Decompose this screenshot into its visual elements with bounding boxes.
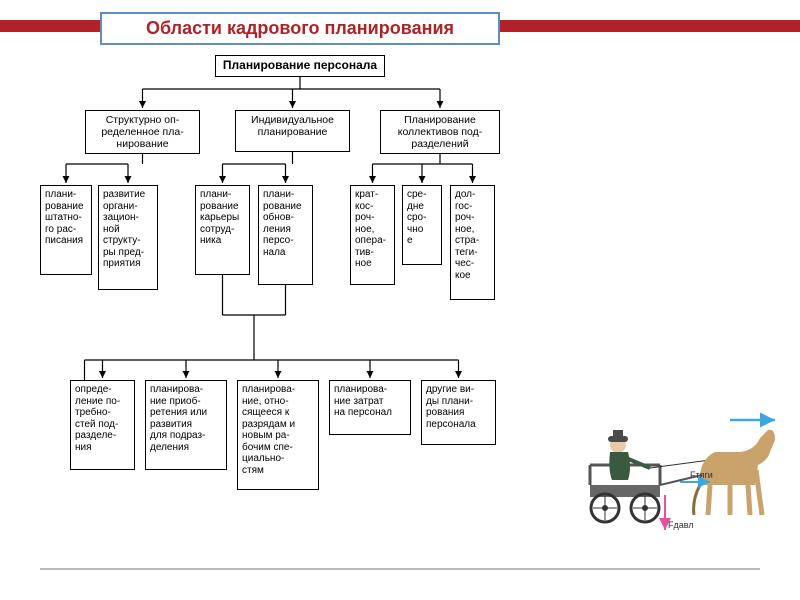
node-l2-0: плани- рование штатно- го рас- писания [40, 185, 92, 275]
node-l2-3: плани- рование обнов- ления персо- нала [258, 185, 313, 285]
node-l2-2: плани- рование карьеры сотруд- ника [195, 185, 250, 275]
node-root: Планирование персонала [215, 55, 385, 77]
node-l3-3: планирова- ние затрат на персонал [329, 380, 411, 435]
label-ftrag: Fтяги [690, 470, 713, 480]
horse-icon [660, 430, 775, 515]
page-title-box: Области кадрового планирования [100, 12, 500, 45]
node-l2-1: развитие органи- зацион- ной структу- ры… [98, 185, 158, 290]
node-l3-1: планирова- ние приоб- ретения или развит… [145, 380, 227, 470]
hierarchy-diagram: Планирование персонала Структурно оп- ред… [40, 55, 580, 575]
label-fdavl: Fдавл [668, 520, 694, 530]
node-l3-0: опреде- ление по- требно- стей под- разд… [70, 380, 135, 470]
footer-rule [40, 568, 760, 570]
page-title: Области кадрового планирования [146, 18, 454, 38]
node-l3-4: другие ви- ды плани- рования персонала [421, 380, 496, 445]
node-l2-4: крат- кос- роч- ное, опера- тив- ное [350, 185, 395, 285]
node-l1-1: Индивидуальное планирование [235, 110, 350, 152]
node-l2-6: дол- гос- роч- ное, стра- теги- чес- кое [450, 185, 495, 300]
node-l2-5: сре- дне сро- чно е [402, 185, 442, 265]
node-l3-2: планирова- ние, отно- сящееся к разрядам… [237, 380, 319, 490]
horse-cart-illustration: Fтяги Fдавл [580, 390, 790, 560]
node-l1-0: Структурно оп- ределенное пла- нирование [85, 110, 200, 154]
node-l1-2: Планирование коллективов под- разделений [380, 110, 500, 154]
